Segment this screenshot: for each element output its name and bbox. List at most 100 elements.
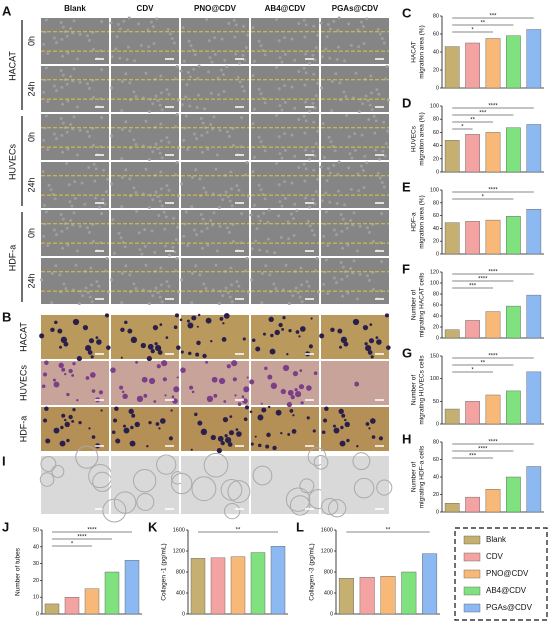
significance-label: **** bbox=[478, 277, 488, 283]
micrograph bbox=[110, 160, 180, 210]
y-tick-label: 400 bbox=[324, 590, 333, 596]
y-axis-label: Number of tubes bbox=[15, 547, 22, 596]
significance-label: *** bbox=[469, 454, 477, 460]
significance-label: **** bbox=[488, 104, 498, 110]
significance-label: ** bbox=[480, 21, 485, 27]
y-tick-label: 20 bbox=[433, 492, 439, 498]
bar bbox=[465, 42, 480, 89]
bar bbox=[444, 503, 460, 513]
micrograph bbox=[111, 209, 180, 257]
row-label: 24h bbox=[26, 81, 36, 96]
panel-label: D bbox=[402, 95, 411, 110]
micrograph bbox=[111, 406, 179, 451]
bar bbox=[485, 38, 501, 89]
micrograph bbox=[181, 405, 250, 454]
bar bbox=[359, 577, 375, 615]
y-tick-label: 1600 bbox=[321, 527, 333, 533]
y-tick-label: 40 bbox=[433, 143, 439, 149]
bar bbox=[210, 557, 226, 615]
significance-label: **** bbox=[488, 188, 498, 194]
y-tick-label: 80 bbox=[433, 13, 439, 19]
y-tick-label: 20 bbox=[433, 156, 439, 162]
micrograph bbox=[41, 18, 109, 64]
micrograph bbox=[179, 313, 249, 359]
micrograph bbox=[181, 114, 249, 160]
micrograph bbox=[250, 256, 320, 306]
micrograph bbox=[181, 17, 250, 65]
micrograph bbox=[39, 313, 111, 362]
legend-swatch bbox=[463, 552, 481, 562]
bar bbox=[465, 134, 480, 173]
panel-label: I bbox=[2, 453, 6, 468]
group-label: HACAT bbox=[7, 51, 17, 81]
y-tick-label: 100 bbox=[430, 187, 439, 193]
bar bbox=[506, 476, 521, 513]
significance-label: ** bbox=[470, 118, 475, 124]
bar bbox=[506, 127, 521, 173]
legend-swatch bbox=[463, 535, 481, 545]
significance-label: **** bbox=[488, 270, 498, 276]
micrograph bbox=[251, 65, 320, 113]
bar bbox=[465, 320, 480, 339]
micrograph bbox=[180, 360, 250, 406]
y-tick-label: 0 bbox=[36, 611, 39, 617]
bar bbox=[250, 552, 266, 615]
micrograph bbox=[249, 208, 319, 256]
y-tick-label: 20 bbox=[33, 578, 39, 584]
significance-label: **** bbox=[488, 440, 498, 446]
significance-label: * bbox=[471, 28, 474, 34]
y-tick-label: 80 bbox=[433, 291, 439, 297]
bar bbox=[44, 603, 60, 615]
y-tick-label: 50 bbox=[33, 527, 39, 533]
bar bbox=[485, 132, 501, 173]
y-tick-label: 100 bbox=[430, 280, 439, 286]
bar bbox=[84, 588, 100, 615]
micrograph bbox=[321, 210, 389, 256]
panel-label: B bbox=[2, 309, 11, 324]
micrograph bbox=[321, 258, 389, 304]
bar bbox=[444, 408, 460, 425]
significance-label: *** bbox=[479, 111, 487, 117]
bar bbox=[526, 208, 542, 255]
y-tick-label: 0 bbox=[330, 611, 333, 617]
y-axis-label: HUVECs bbox=[411, 125, 418, 152]
column-header: AB4@CDV bbox=[265, 4, 306, 13]
y-tick-label: 1600 bbox=[173, 527, 185, 533]
bar bbox=[465, 221, 480, 255]
y-tick-label: 20 bbox=[433, 67, 439, 73]
y-tick-label: 0 bbox=[436, 169, 439, 175]
micrograph bbox=[110, 256, 180, 306]
bar bbox=[422, 553, 438, 615]
y-tick-label: 0 bbox=[436, 421, 439, 427]
y-tick-label: 40 bbox=[433, 49, 439, 55]
row-label: HUVECs bbox=[18, 365, 28, 402]
row-label: 24h bbox=[26, 177, 36, 192]
bar bbox=[444, 140, 460, 173]
significance-label: ** bbox=[386, 528, 391, 534]
micrograph bbox=[39, 445, 113, 514]
y-tick-label: 150 bbox=[430, 353, 439, 359]
bar bbox=[485, 394, 501, 425]
micrograph bbox=[251, 447, 329, 516]
significance-label: * bbox=[71, 542, 74, 548]
row-label: 24h bbox=[26, 273, 36, 288]
panel-label: A bbox=[2, 3, 12, 18]
bar bbox=[401, 571, 417, 615]
bar bbox=[444, 46, 460, 89]
bar bbox=[104, 571, 120, 615]
row-label: 0h bbox=[26, 132, 36, 142]
column-header: Blank bbox=[64, 4, 86, 13]
micrograph bbox=[251, 315, 319, 359]
panel-label: G bbox=[402, 345, 412, 360]
y-tick-label: 100 bbox=[430, 103, 439, 109]
y-axis-label: HDF-a bbox=[411, 212, 418, 232]
group-label: HUVECs bbox=[7, 144, 17, 181]
micrograph bbox=[41, 406, 109, 451]
y-tick-label: 800 bbox=[176, 569, 185, 575]
y-tick-label: 40 bbox=[433, 474, 439, 480]
bar bbox=[444, 222, 460, 255]
y-axis-label: Collagen -3 (pg/mL) bbox=[309, 543, 316, 600]
y-axis-label: migration area (%) bbox=[419, 195, 426, 248]
panel-label: C bbox=[402, 5, 412, 20]
